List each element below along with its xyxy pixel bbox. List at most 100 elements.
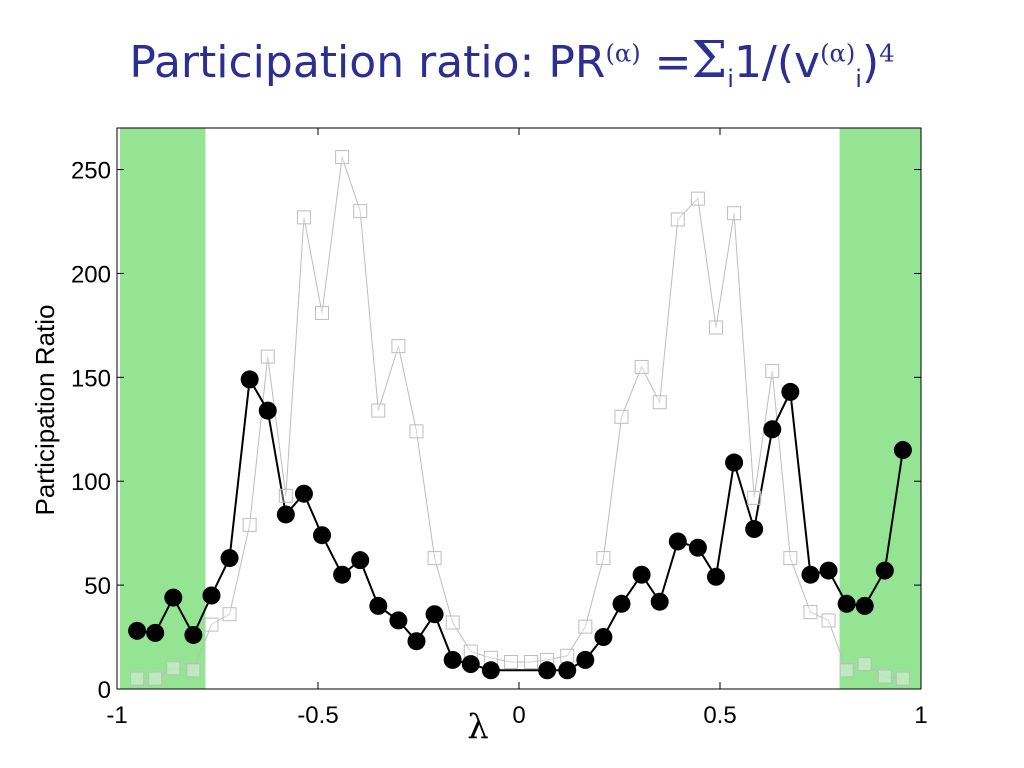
data-point-circle <box>594 628 613 647</box>
data-point-square <box>296 210 311 225</box>
y-tick-label: 200 <box>71 261 111 288</box>
data-point-square <box>148 671 163 686</box>
title-superscript-alpha: (α) <box>605 39 641 68</box>
data-point-square <box>391 339 406 354</box>
data-point-circle <box>558 661 577 680</box>
y-axis-label: Participation Ratio <box>30 305 60 516</box>
series-markers <box>128 150 912 686</box>
data-point-square <box>690 191 705 206</box>
y-tick-label: 150 <box>71 365 111 392</box>
title-prefix: Participation ratio: PR <box>129 37 606 88</box>
data-point-circle <box>837 594 856 613</box>
data-point-square <box>278 488 293 503</box>
data-point-square <box>821 613 836 628</box>
data-point-square <box>765 364 780 379</box>
x-axis-label: λ <box>467 707 489 747</box>
data-point-square <box>895 671 910 686</box>
data-point-square <box>578 619 593 634</box>
data-point-square <box>857 657 872 672</box>
data-point-square <box>445 615 460 630</box>
series-line-0 <box>136 376 904 672</box>
data-point-square <box>222 607 237 622</box>
data-point-circle <box>763 420 782 439</box>
data-point-square <box>130 671 145 686</box>
data-point-circle <box>389 611 408 630</box>
data-point-square <box>371 403 386 418</box>
data-point-square <box>614 409 629 424</box>
title-subscript-i: i <box>727 64 735 93</box>
data-point-circle <box>369 596 388 615</box>
data-point-circle <box>128 621 147 640</box>
data-point-square <box>803 605 818 620</box>
data-point-circle <box>202 586 221 605</box>
data-point-square <box>670 212 685 227</box>
data-point-circle <box>781 382 800 401</box>
data-point-square <box>409 424 424 439</box>
data-point-square <box>166 661 181 676</box>
data-point-square <box>747 490 762 505</box>
data-point-square <box>727 206 742 221</box>
x-tick-label: -0.5 <box>297 702 338 729</box>
data-point-circle <box>146 623 165 642</box>
data-point-square <box>315 305 330 320</box>
shaded-band-0 <box>120 128 206 689</box>
data-point-square <box>204 617 219 632</box>
data-point-circle <box>538 661 557 680</box>
data-point-circle <box>425 605 444 624</box>
data-point-circle <box>333 565 352 584</box>
data-point-square <box>242 517 257 532</box>
data-point-square <box>260 349 275 364</box>
title-subscript-i-2: i <box>855 64 863 93</box>
axis-tick-labels: -1 -0.5 0 0.5 1 0 50 100 150 200 250 <box>71 158 928 729</box>
data-point-square <box>353 204 368 219</box>
data-point-square <box>335 150 350 165</box>
title-equals: = <box>640 37 692 88</box>
data-point-square <box>652 395 667 410</box>
shaded-bands <box>120 128 921 689</box>
axis-ticks <box>116 128 922 690</box>
x-tick-label: 0 <box>512 702 525 729</box>
data-point-circle <box>875 561 894 580</box>
data-point-circle <box>164 588 183 607</box>
data-point-square <box>596 551 611 566</box>
data-point-circle <box>240 370 259 389</box>
data-point-circle <box>407 632 426 651</box>
data-point-circle <box>481 661 500 680</box>
data-point-circle <box>819 561 838 580</box>
data-point-square <box>560 648 575 663</box>
data-point-circle <box>313 526 332 545</box>
data-point-square <box>877 669 892 684</box>
data-point-circle <box>612 594 631 613</box>
x-tick-label: 1 <box>914 702 927 729</box>
data-point-square <box>186 663 201 678</box>
data-point-square <box>708 320 723 335</box>
data-point-circle <box>220 549 239 568</box>
data-point-circle <box>668 532 687 551</box>
data-point-circle <box>893 441 912 460</box>
plot-frame <box>116 127 922 690</box>
y-tick-label: 250 <box>71 158 111 185</box>
data-point-square <box>524 654 539 669</box>
data-point-circle <box>461 655 480 674</box>
title-body: 1/(v <box>734 37 821 88</box>
data-point-circle <box>294 484 313 503</box>
shaded-band-1 <box>839 128 921 689</box>
series-lines <box>136 156 904 680</box>
data-point-circle <box>650 592 669 611</box>
data-point-circle <box>706 567 725 586</box>
data-point-circle <box>801 565 820 584</box>
data-point-circle <box>443 650 462 669</box>
data-point-circle <box>276 505 295 524</box>
data-point-circle <box>632 565 651 584</box>
y-tick-label: 0 <box>98 677 111 704</box>
data-point-circle <box>258 401 277 420</box>
y-tick-label: 100 <box>71 469 111 496</box>
data-point-square <box>503 654 518 669</box>
data-point-circle <box>351 551 370 570</box>
data-point-circle <box>855 596 874 615</box>
title-exponent: 4 <box>879 39 895 68</box>
series-line-1 <box>137 156 903 680</box>
data-point-square <box>783 551 798 566</box>
title-close-paren: ) <box>862 37 880 88</box>
data-point-square <box>634 359 649 374</box>
